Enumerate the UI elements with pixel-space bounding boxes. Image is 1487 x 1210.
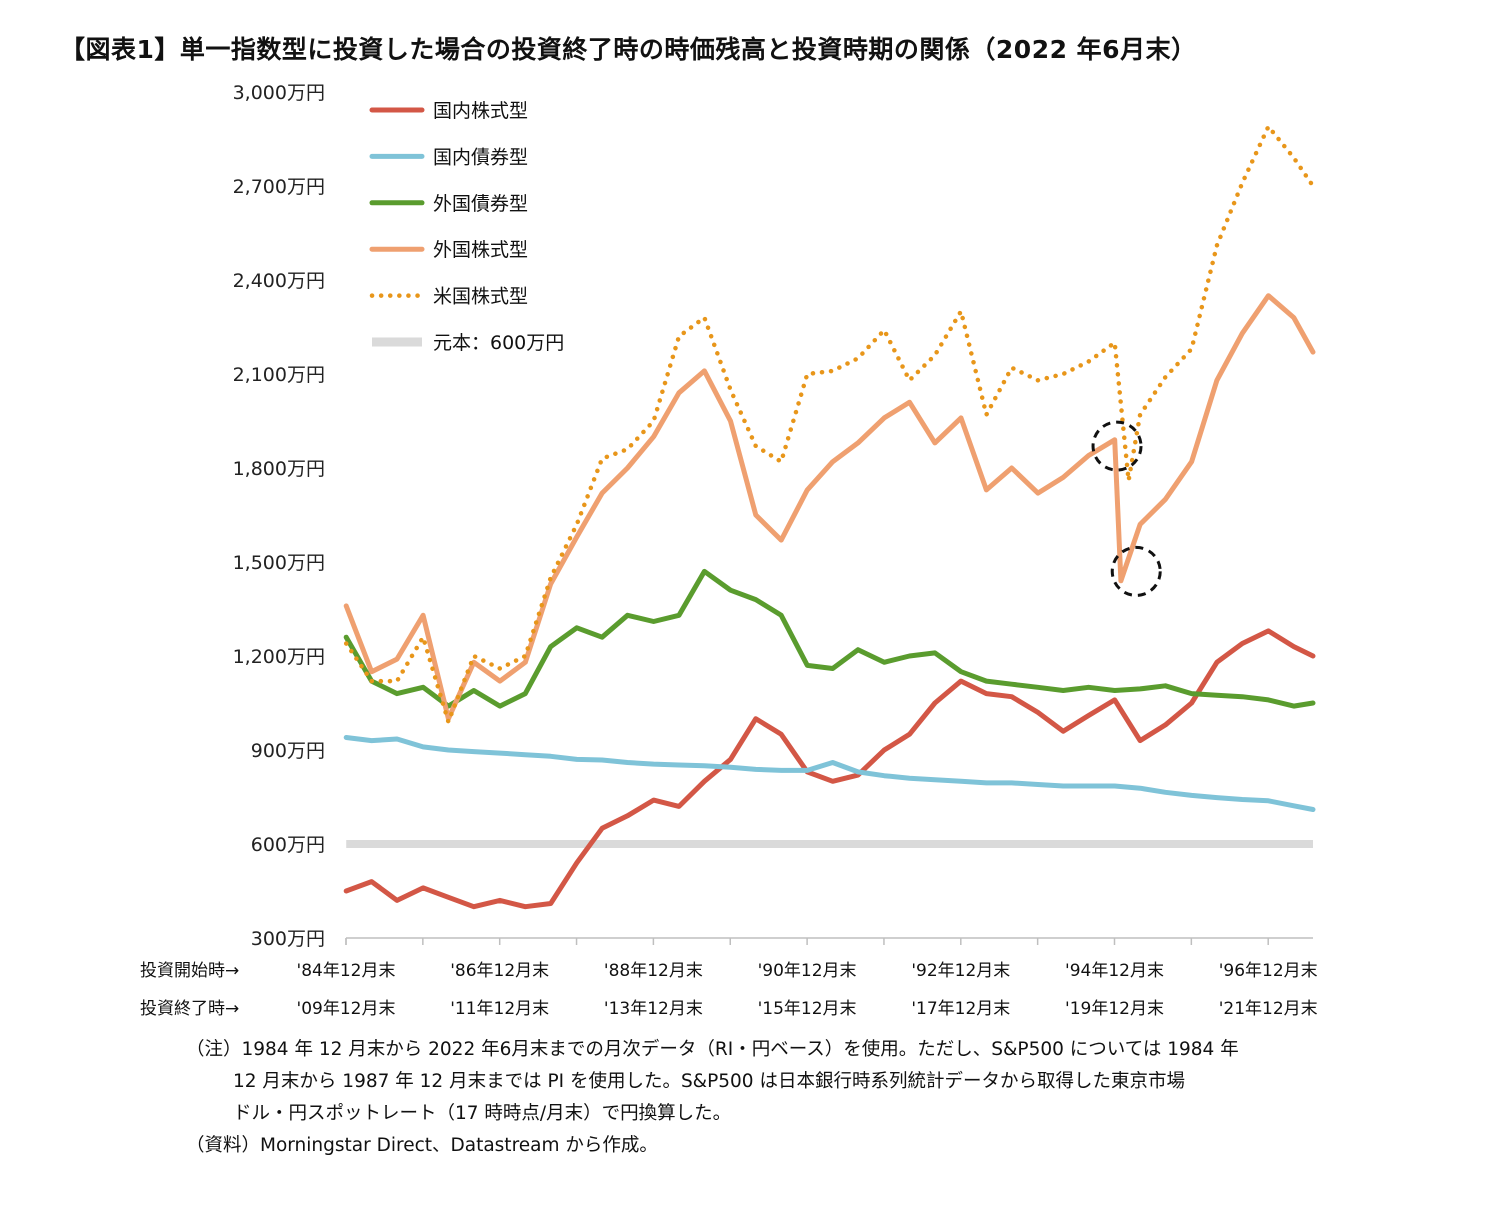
line-chart: 3,000万円 2,700万円 2,400万円 2,100万円 1,800万円 1,500… xyxy=(140,82,1318,1019)
y-tick-label: 1,500万円 xyxy=(233,552,325,574)
y-tick-label: 2,100万円 xyxy=(233,364,325,386)
series-line-3 xyxy=(343,568,1316,709)
legend-label: 国内株式型 xyxy=(433,100,528,122)
annotation-circle xyxy=(1110,545,1162,597)
chart-notes: （注）1984 年 12 月末から 2022 年6月末までの月次データ（RI・円… xyxy=(186,1034,1366,1162)
x-tick-label-start: '90年12月末 xyxy=(758,961,857,981)
x-tick-label-start: '86年12月末 xyxy=(450,961,549,981)
y-tick-label: 3,000万円 xyxy=(233,82,325,104)
x-tick-label-start: '88年12月末 xyxy=(604,961,703,981)
y-tick-label: 1,800万円 xyxy=(233,458,325,480)
y-tick-label: 900万円 xyxy=(251,740,325,762)
x-tick-label-end: '09年12月末 xyxy=(297,999,396,1019)
y-tick-label: 600万円 xyxy=(251,834,325,856)
legend-label: 元本：600万円 xyxy=(433,332,564,354)
legend-label: 国内債券型 xyxy=(433,146,528,168)
x-row-label-end: 投資終了時→ xyxy=(140,999,239,1019)
y-tick-label: 2,700万円 xyxy=(233,176,325,198)
figure-title: 【図表1】単一指数型に投資した場合の投資終了時の時価残高と投資時期の関係（202… xyxy=(60,35,1197,64)
note-line-1: （注）1984 年 12 月末から 2022 年6月末までの月次データ（RI・円… xyxy=(186,1039,1239,1060)
x-tick-label-end: '17年12月末 xyxy=(911,999,1010,1019)
note-line-3: ドル・円スポットレート（17 時時点/月末）で円換算した。 xyxy=(233,1103,732,1124)
y-tick-label: 2,400万円 xyxy=(233,270,325,292)
series-line-4 xyxy=(343,293,1316,722)
x-tick-label-end: '13年12月末 xyxy=(604,999,703,1019)
legend-label: 外国株式型 xyxy=(433,239,528,261)
x-tick-label-end: '21年12月末 xyxy=(1219,999,1318,1019)
series-line-5 xyxy=(343,124,1316,725)
x-tick-label-start: '84年12月末 xyxy=(297,961,396,981)
x-tick-label-end: '19年12月末 xyxy=(1065,999,1164,1019)
legend-label: 外国債券型 xyxy=(433,193,528,215)
y-tick-label: 1,200万円 xyxy=(233,646,325,668)
y-tick-label: 300万円 xyxy=(251,928,325,950)
x-tick-label-end: '15年12月末 xyxy=(758,999,857,1019)
x-tick-label-start: '96年12月末 xyxy=(1219,961,1318,981)
x-tick-label-end: '11年12月末 xyxy=(450,999,549,1019)
series-line-1 xyxy=(343,628,1316,910)
annotation-circle xyxy=(1091,420,1143,472)
series-line-2 xyxy=(343,735,1316,812)
source-line: （資料）Morningstar Direct、Datastream から作成。 xyxy=(186,1135,658,1156)
x-tick-label-start: '94年12月末 xyxy=(1065,961,1164,981)
legend-label: 米国株式型 xyxy=(433,286,528,308)
x-tick-label-start: '92年12月末 xyxy=(911,961,1010,981)
note-line-2: 12 月末から 1987 年 12 月末までは PI を使用した。S&P500 … xyxy=(233,1071,1185,1092)
x-row-label-start: 投資開始時→ xyxy=(140,961,239,981)
